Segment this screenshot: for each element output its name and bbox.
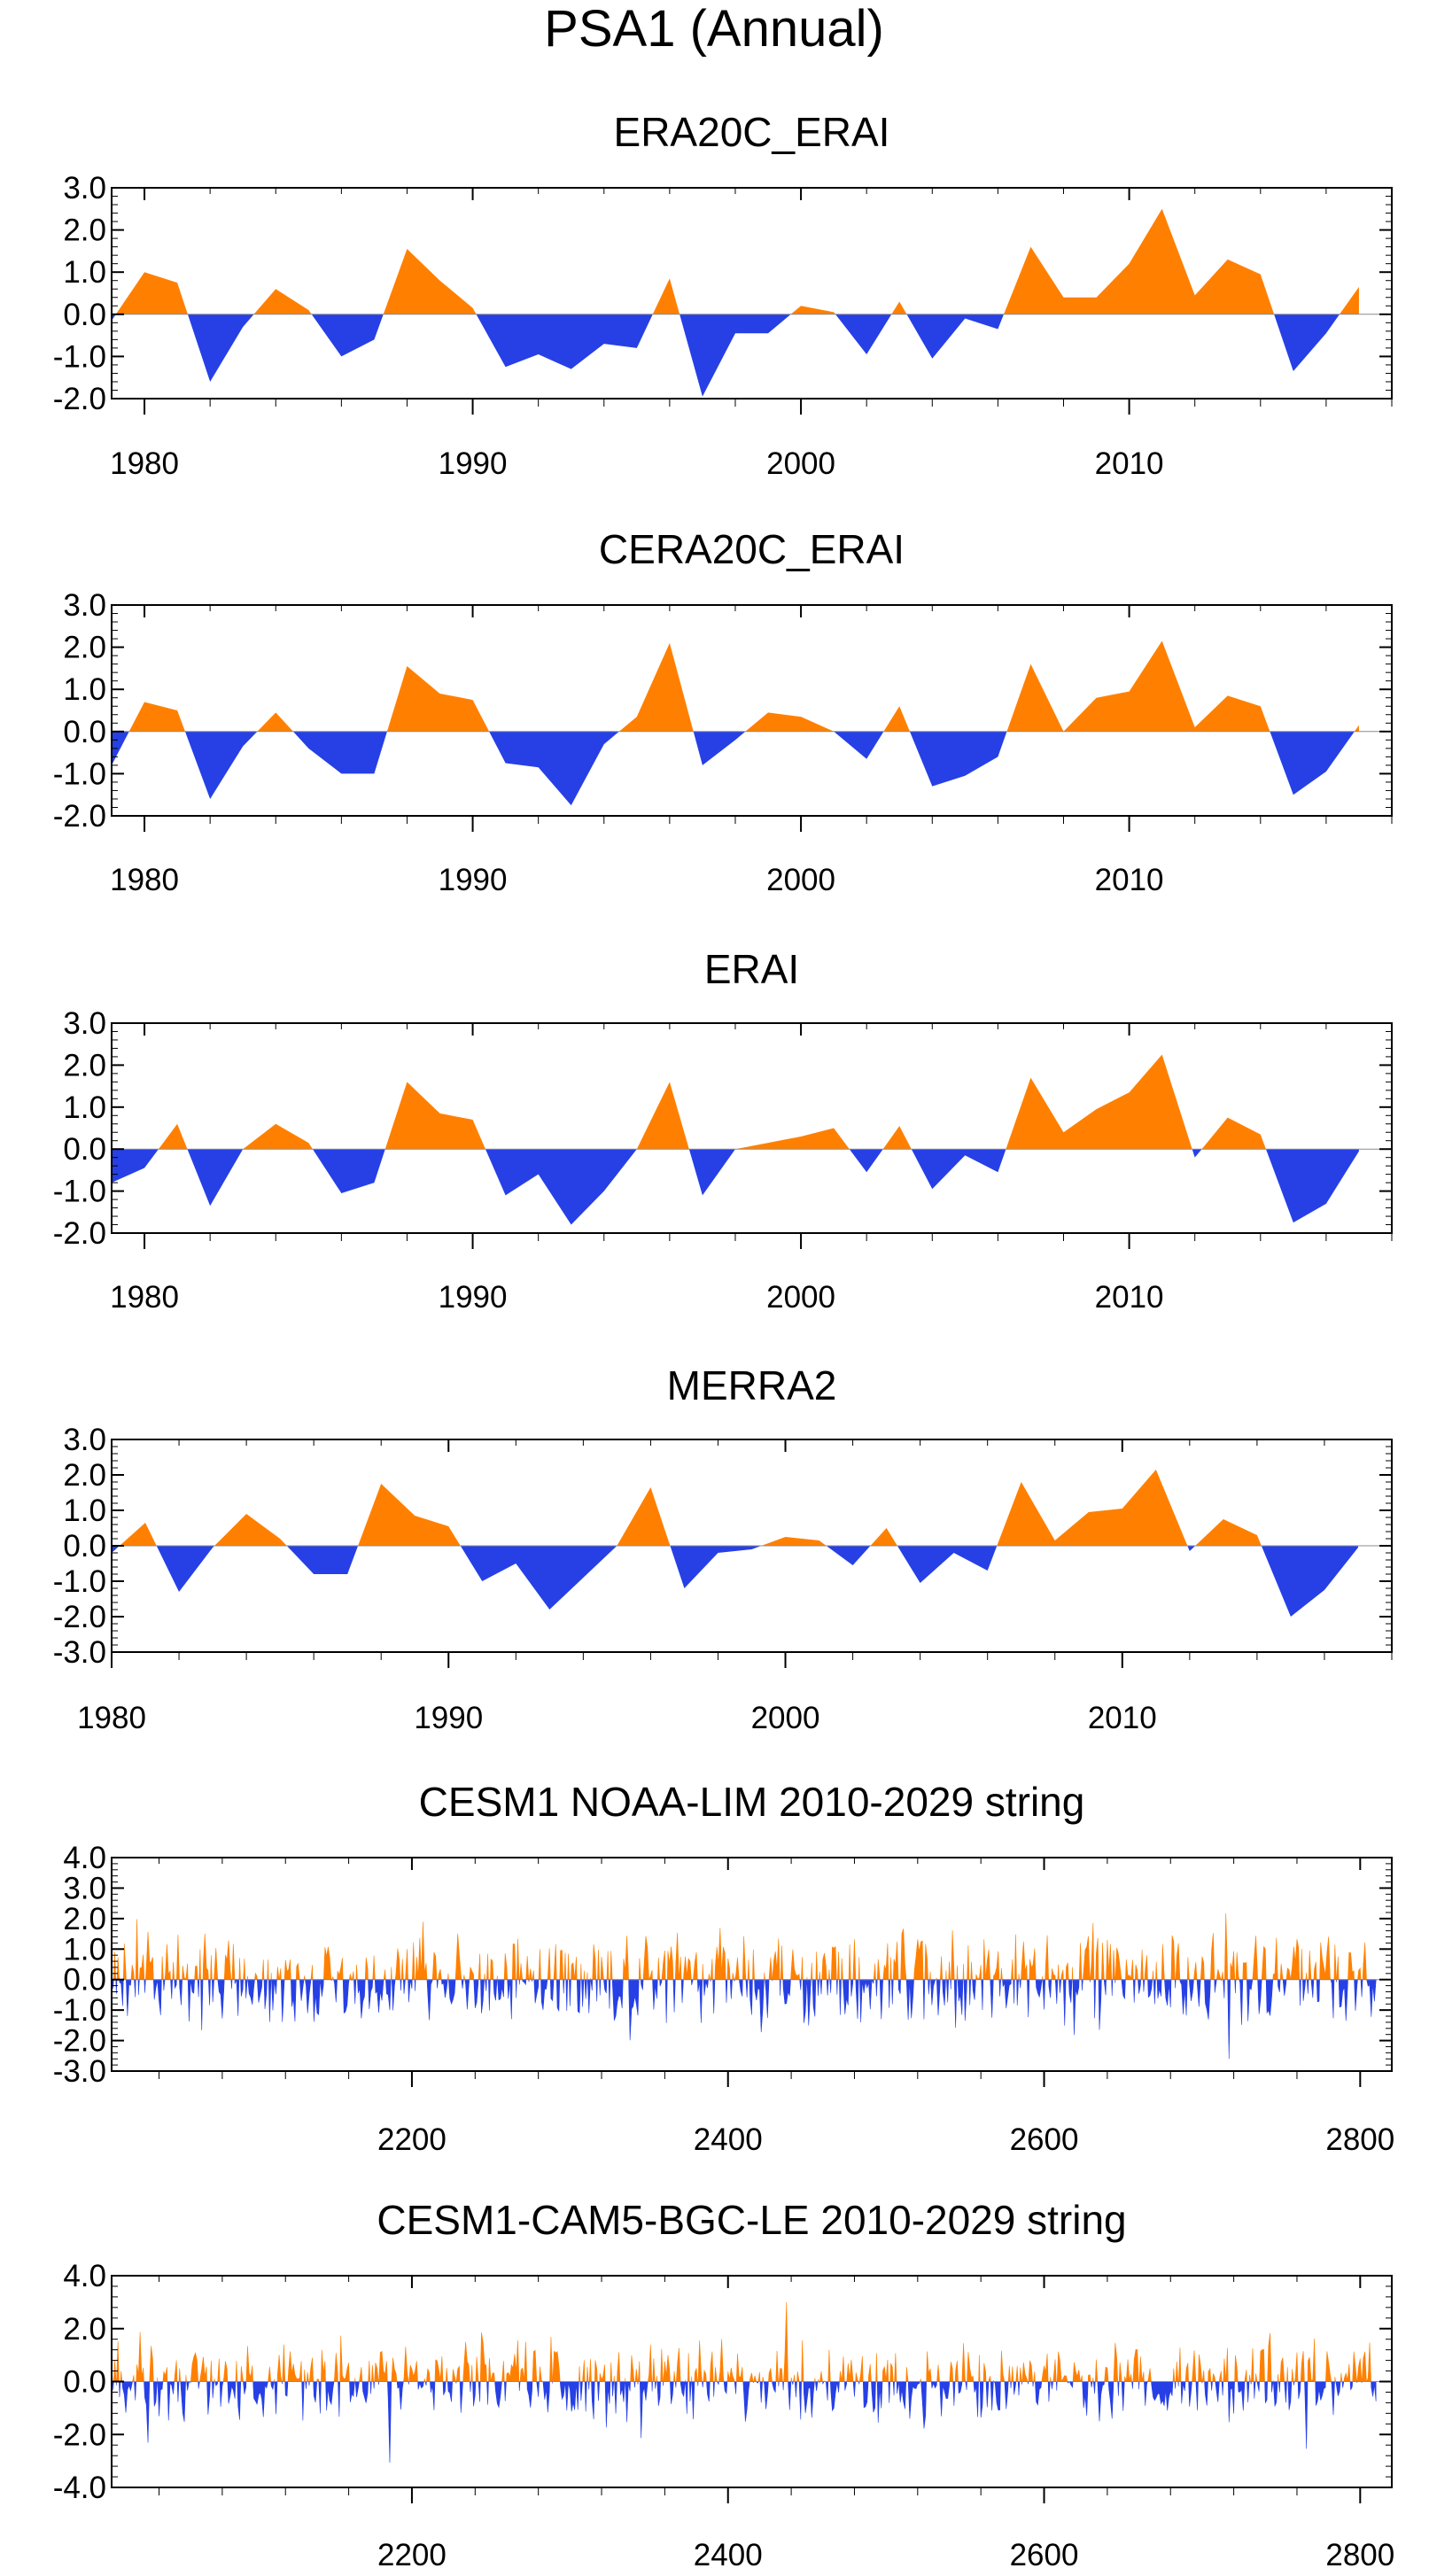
series-area xyxy=(111,1913,1377,2060)
chart-title: MERRA2 xyxy=(667,1362,837,1408)
y-tick-label: 3.0 xyxy=(63,171,106,206)
negative-area xyxy=(112,1979,1377,2060)
x-tick-label: 2000 xyxy=(751,1701,820,1735)
x-tick-label: 2010 xyxy=(1095,446,1164,481)
x-tick-label: 2600 xyxy=(1010,2122,1079,2157)
x-tick-label: 1980 xyxy=(110,863,179,897)
y-tick-label: 1.0 xyxy=(63,1090,106,1125)
y-tick-label: 1.0 xyxy=(63,1932,106,1967)
y-tick-label: 3.0 xyxy=(63,1006,106,1041)
x-tick-label: 1980 xyxy=(110,446,179,481)
y-tick-label: -1.0 xyxy=(53,1993,106,2028)
y-tick-label: 2.0 xyxy=(63,1902,106,1936)
positive-area xyxy=(112,208,1359,314)
negative-area xyxy=(112,2381,1377,2463)
y-tick-label: 3.0 xyxy=(63,1423,106,1457)
x-tick-label: 2800 xyxy=(1325,2122,1394,2157)
negative-area xyxy=(112,314,1359,397)
x-tick-label: 1990 xyxy=(439,446,508,481)
negative-outline xyxy=(112,2381,1377,2463)
y-tick-label: -3.0 xyxy=(53,2054,106,2089)
x-tick-label: 2010 xyxy=(1095,863,1164,897)
chart-title: CESM1 NOAA-LIM 2010-2029 string xyxy=(419,1779,1085,1825)
x-tick-label: 2000 xyxy=(766,446,835,481)
y-tick-label: -2.0 xyxy=(53,799,106,834)
y-tick-label: 3.0 xyxy=(63,1871,106,1905)
series-area xyxy=(112,640,1359,806)
y-tick-label: 4.0 xyxy=(63,2259,106,2293)
negative-area xyxy=(112,1149,1359,1225)
chart-title: CERA20C_ERAI xyxy=(599,526,905,572)
x-tick-label: 1990 xyxy=(439,863,508,897)
x-tick-label: 2600 xyxy=(1010,2538,1079,2572)
plot-frame xyxy=(111,187,1393,400)
y-tick-label: -1.0 xyxy=(53,1564,106,1599)
y-tick-label: 0.0 xyxy=(63,715,106,749)
positive-area xyxy=(112,640,1359,732)
y-tick-label: 0.0 xyxy=(63,1529,106,1563)
plot-frame xyxy=(111,1857,1393,2072)
x-tick-label: 2010 xyxy=(1095,1280,1164,1315)
y-tick-label: 0.0 xyxy=(63,2365,106,2400)
y-tick-label: 0.0 xyxy=(63,298,106,332)
y-tick-label: 2.0 xyxy=(63,1458,106,1493)
y-tick-label: 1.0 xyxy=(63,255,106,290)
chart-title: CESM1-CAM5-BGC-LE 2010-2029 string xyxy=(377,2197,1126,2243)
y-tick-label: 1.0 xyxy=(63,1494,106,1528)
chart-panel-6: CESM1-CAM5-BGC-LE 2010-2029 string 4.0 2.0… xyxy=(53,2197,1395,2572)
y-tick-label: 0.0 xyxy=(63,1132,106,1167)
plot-frame xyxy=(111,604,1393,817)
x-tick-label: 2000 xyxy=(766,863,835,897)
y-tick-label: -1.0 xyxy=(53,339,106,374)
positive-area xyxy=(112,1470,1358,1546)
negative-area xyxy=(112,1546,1358,1617)
x-tick-label: 2200 xyxy=(377,2538,447,2572)
positive-outline xyxy=(111,2301,1377,2382)
x-tick-label: 2400 xyxy=(694,2122,763,2157)
chart-panel-5: CESM1 NOAA-LIM 2010-2029 string 4.03.02.0… xyxy=(53,1779,1395,2157)
x-tick-label: 2800 xyxy=(1325,2538,1394,2572)
y-tick-label: -1.0 xyxy=(53,1175,106,1209)
x-tick-label: 2200 xyxy=(377,2122,447,2157)
y-tick-label: 0.0 xyxy=(63,1963,106,1998)
chart-panel-4: MERRA2 3.02.01.00.0-1.0-2.0-3.0 1980 1990 20… xyxy=(53,1362,1393,1735)
figure-title: PSA1 (Annual) xyxy=(544,0,884,58)
y-tick-label: -2.0 xyxy=(53,382,106,416)
x-tick-label: 2400 xyxy=(694,2538,763,2572)
series-area xyxy=(111,2301,1377,2463)
series-area xyxy=(112,208,1359,397)
y-tick-label: 2.0 xyxy=(63,1048,106,1082)
y-tick-label: -2.0 xyxy=(53,2417,106,2452)
y-tick-label: 2.0 xyxy=(63,2312,106,2347)
negative-area xyxy=(112,731,1359,806)
x-tick-label: 1990 xyxy=(439,1280,508,1315)
series-area xyxy=(112,1054,1359,1225)
x-tick-label: 1980 xyxy=(77,1701,146,1735)
y-tick-label: -2.0 xyxy=(53,1600,106,1634)
chart-title: ERAI xyxy=(704,946,799,992)
y-tick-label: -1.0 xyxy=(53,757,106,791)
y-tick-label: 2.0 xyxy=(63,631,106,665)
y-tick-label: -3.0 xyxy=(53,1635,106,1670)
chart-title: ERA20C_ERAI xyxy=(614,109,890,155)
x-tick-label: 2010 xyxy=(1088,1701,1157,1735)
plot-frame xyxy=(111,1022,1393,1234)
series-area xyxy=(112,1470,1358,1617)
x-tick-label: 1980 xyxy=(110,1280,179,1315)
y-tick-label: 4.0 xyxy=(63,1841,106,1875)
y-tick-label: 2.0 xyxy=(63,213,106,248)
y-tick-label: -2.0 xyxy=(53,2024,106,2059)
x-tick-label: 1990 xyxy=(414,1701,483,1735)
x-tick-label: 2000 xyxy=(766,1280,835,1315)
y-tick-label: -4.0 xyxy=(53,2471,106,2505)
y-tick-label: -2.0 xyxy=(53,1216,106,1251)
y-tick-label: 3.0 xyxy=(63,588,106,623)
y-tick-label: 1.0 xyxy=(63,672,106,707)
positive-area xyxy=(112,1054,1359,1150)
